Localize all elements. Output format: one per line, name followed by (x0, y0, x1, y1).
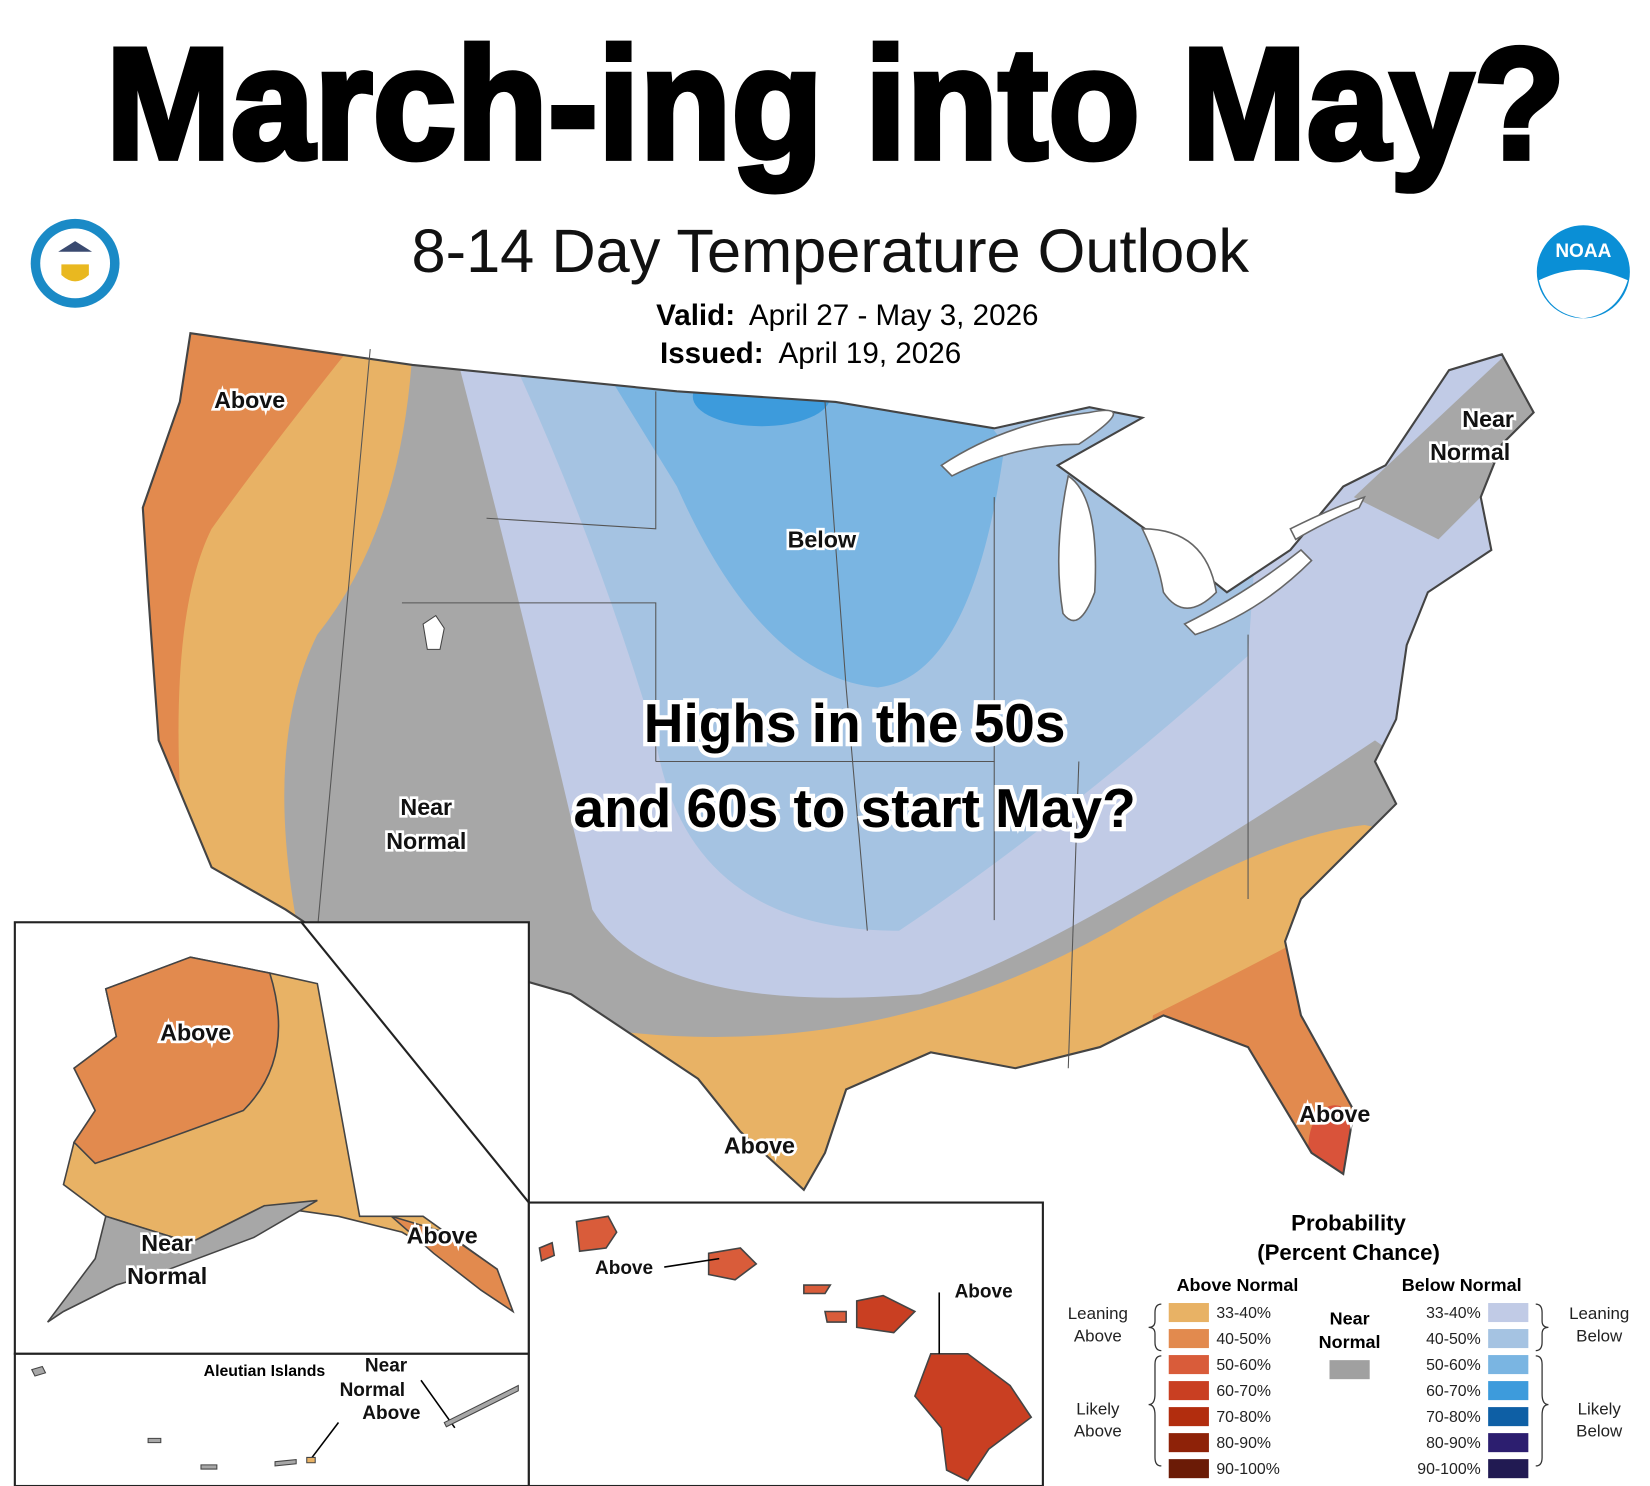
map-label: Above (595, 1258, 653, 1279)
legend-label: 90-100% (1417, 1461, 1480, 1478)
hawaii-map (538, 1215, 1033, 1482)
legend-swatch (1168, 1433, 1209, 1453)
legend-label: 33-40% (1426, 1305, 1481, 1322)
legend-swatch (1488, 1407, 1529, 1427)
map-label: Above (724, 1133, 795, 1159)
salt-lake (422, 614, 445, 650)
map-label: Above (1299, 1101, 1370, 1127)
legend-heading: Normal (1319, 1332, 1381, 1352)
legend: Probability (Percent Chance) Above Norma… (1068, 1211, 1629, 1479)
map-label: Above (955, 1281, 1013, 1302)
map-label: Normal (127, 1263, 207, 1289)
legend-heading: Above Normal (1177, 1275, 1299, 1295)
subtitle: 8-14 Day Temperature Outlook (412, 216, 1250, 285)
legend-title: (Percent Chance) (1257, 1240, 1440, 1265)
legend-swatch (1168, 1459, 1209, 1479)
great-lakes (940, 409, 1366, 636)
legend-swatch (1168, 1329, 1209, 1349)
legend-group: Leaning (1068, 1304, 1128, 1323)
noaa-logo: NOAA (1536, 225, 1630, 319)
map-label: Above (160, 1020, 231, 1046)
legend-label: 70-80% (1216, 1409, 1271, 1426)
legend-label: 40-50% (1426, 1331, 1481, 1348)
legend-label: 60-70% (1216, 1383, 1271, 1400)
legend-swatch (1488, 1355, 1529, 1375)
legend-label: 80-90% (1216, 1435, 1271, 1452)
valid-dates: April 27 - May 3, 2026 (749, 299, 1039, 332)
legend-label: 80-90% (1426, 1435, 1481, 1452)
legend-swatch (1488, 1459, 1529, 1479)
legend-swatch (1329, 1360, 1370, 1380)
legend-swatch (1168, 1303, 1209, 1323)
legend-swatch (1488, 1303, 1529, 1323)
issued-date: April 19, 2026 (778, 337, 961, 370)
legend-group: Below (1576, 1422, 1623, 1441)
legend-title: Probability (1291, 1211, 1406, 1236)
legend-swatch (1168, 1407, 1209, 1427)
aleutian-islands (31, 1365, 519, 1470)
legend-swatch (1488, 1329, 1529, 1349)
leader-line (311, 1422, 340, 1458)
legend-heading: Below Normal (1402, 1275, 1522, 1295)
leader-line (664, 1257, 720, 1268)
map-label: Below (788, 527, 857, 553)
legend-label: 60-70% (1426, 1383, 1481, 1400)
noaa-text: NOAA (1555, 241, 1611, 262)
map-label: Above (214, 387, 285, 413)
legend-swatch (1488, 1433, 1529, 1453)
legend-label: 40-50% (1216, 1331, 1271, 1348)
map-label: Normal (1430, 439, 1510, 465)
legend-label: 50-60% (1426, 1357, 1481, 1374)
valid-label: Valid: (656, 299, 735, 332)
aleutian-title: Aleutian Islands (204, 1363, 326, 1380)
legend-swatch (1488, 1381, 1529, 1401)
legend-group: Above (1074, 1422, 1122, 1441)
aleutian-inset (13, 1352, 530, 1486)
alaska-map (46, 956, 515, 1323)
legend-group: Likely (1076, 1399, 1120, 1418)
map-label: Normal (386, 828, 466, 854)
legend-group: Above (1074, 1326, 1122, 1345)
map-label: Near (1462, 406, 1514, 432)
title: March-ing into May? (106, 14, 1566, 192)
legend-label: 50-60% (1216, 1357, 1271, 1374)
legend-braces (1148, 1303, 1549, 1467)
map-label: Normal (340, 1380, 406, 1401)
legend-label: 33-40% (1216, 1305, 1271, 1322)
map-label: Above (407, 1223, 478, 1249)
issued-label: Issued: (660, 337, 764, 370)
state-borders (316, 348, 1249, 1069)
inset-connector (300, 921, 530, 1204)
legend-label: 70-80% (1426, 1409, 1481, 1426)
legend-heading: Near (1330, 1309, 1370, 1329)
annotation: Highs in the 50s (644, 692, 1066, 754)
legend-group: Below (1576, 1326, 1623, 1345)
legend-group: Likely (1578, 1399, 1622, 1418)
legend-group: Leaning (1569, 1304, 1629, 1323)
commerce-seal (30, 218, 120, 308)
map-label: Near (365, 1356, 408, 1377)
map-label: Above (362, 1403, 420, 1424)
map-label: Near (400, 794, 452, 820)
legend-swatch (1168, 1381, 1209, 1401)
legend-swatch (1168, 1355, 1209, 1375)
legend-label: 90-100% (1216, 1461, 1279, 1478)
map-label: Near (141, 1230, 193, 1256)
annotation: and 60s to start May? (573, 777, 1135, 839)
